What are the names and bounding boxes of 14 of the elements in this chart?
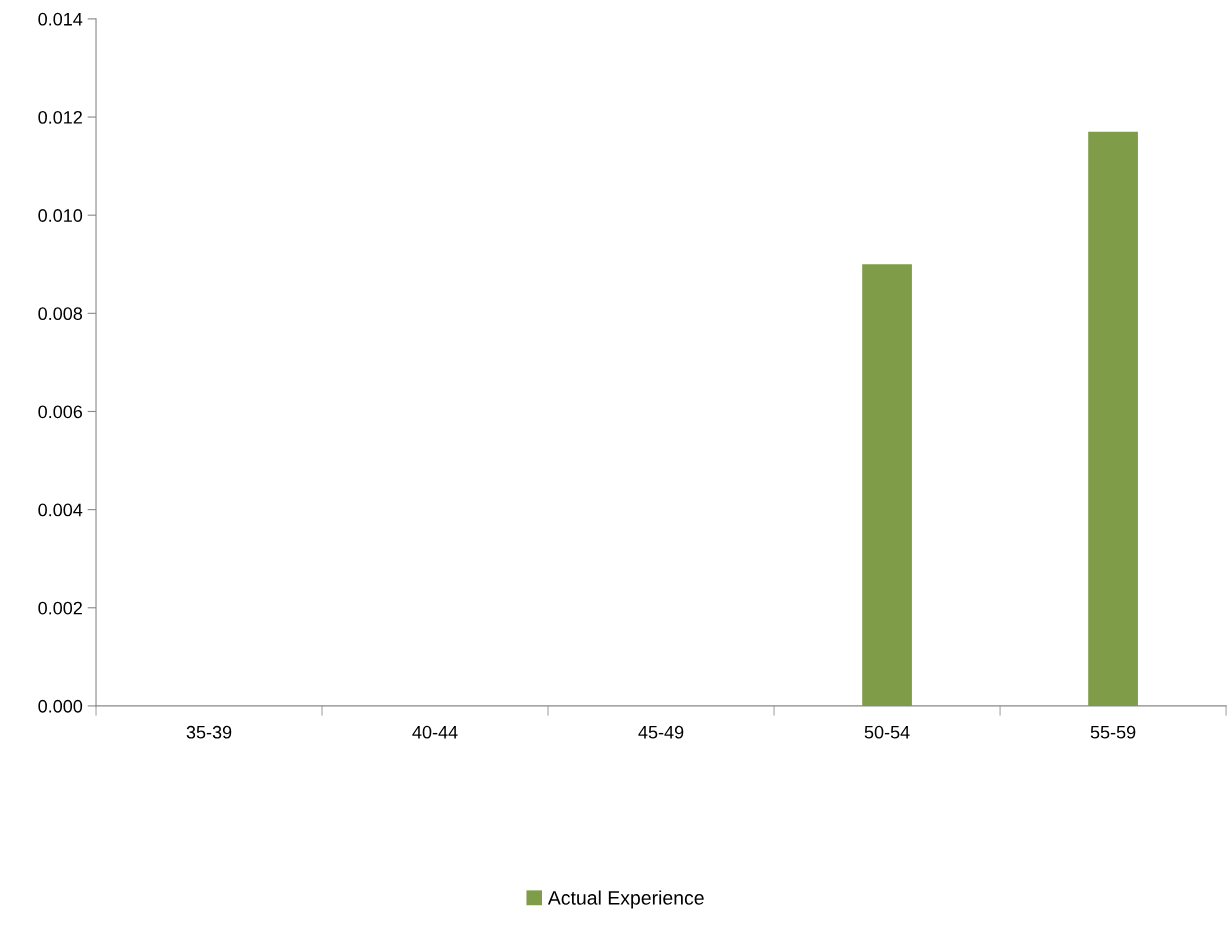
x-tick-label: 50-54 [864, 725, 910, 739]
y-tick-label: 0.010 [38, 209, 83, 222]
y-tick-label: 0.014 [38, 12, 83, 26]
legend-label: Actual Experience [547, 890, 704, 909]
y-tick-label: 0.008 [38, 307, 83, 321]
x-tick-label: 55-59 [1090, 725, 1136, 739]
y-tick-label: 0.006 [38, 405, 83, 419]
x-tick-label: 35-39 [186, 725, 232, 739]
x-tick-label: 40-44 [412, 725, 458, 739]
x-tick-label: 45-49 [638, 725, 684, 739]
y-tick-label: 0.000 [38, 699, 83, 713]
y-tick-label: 0.012 [38, 110, 82, 124]
y-tick-label: 0.004 [38, 503, 83, 517]
y-tick-label: 0.002 [38, 601, 82, 615]
